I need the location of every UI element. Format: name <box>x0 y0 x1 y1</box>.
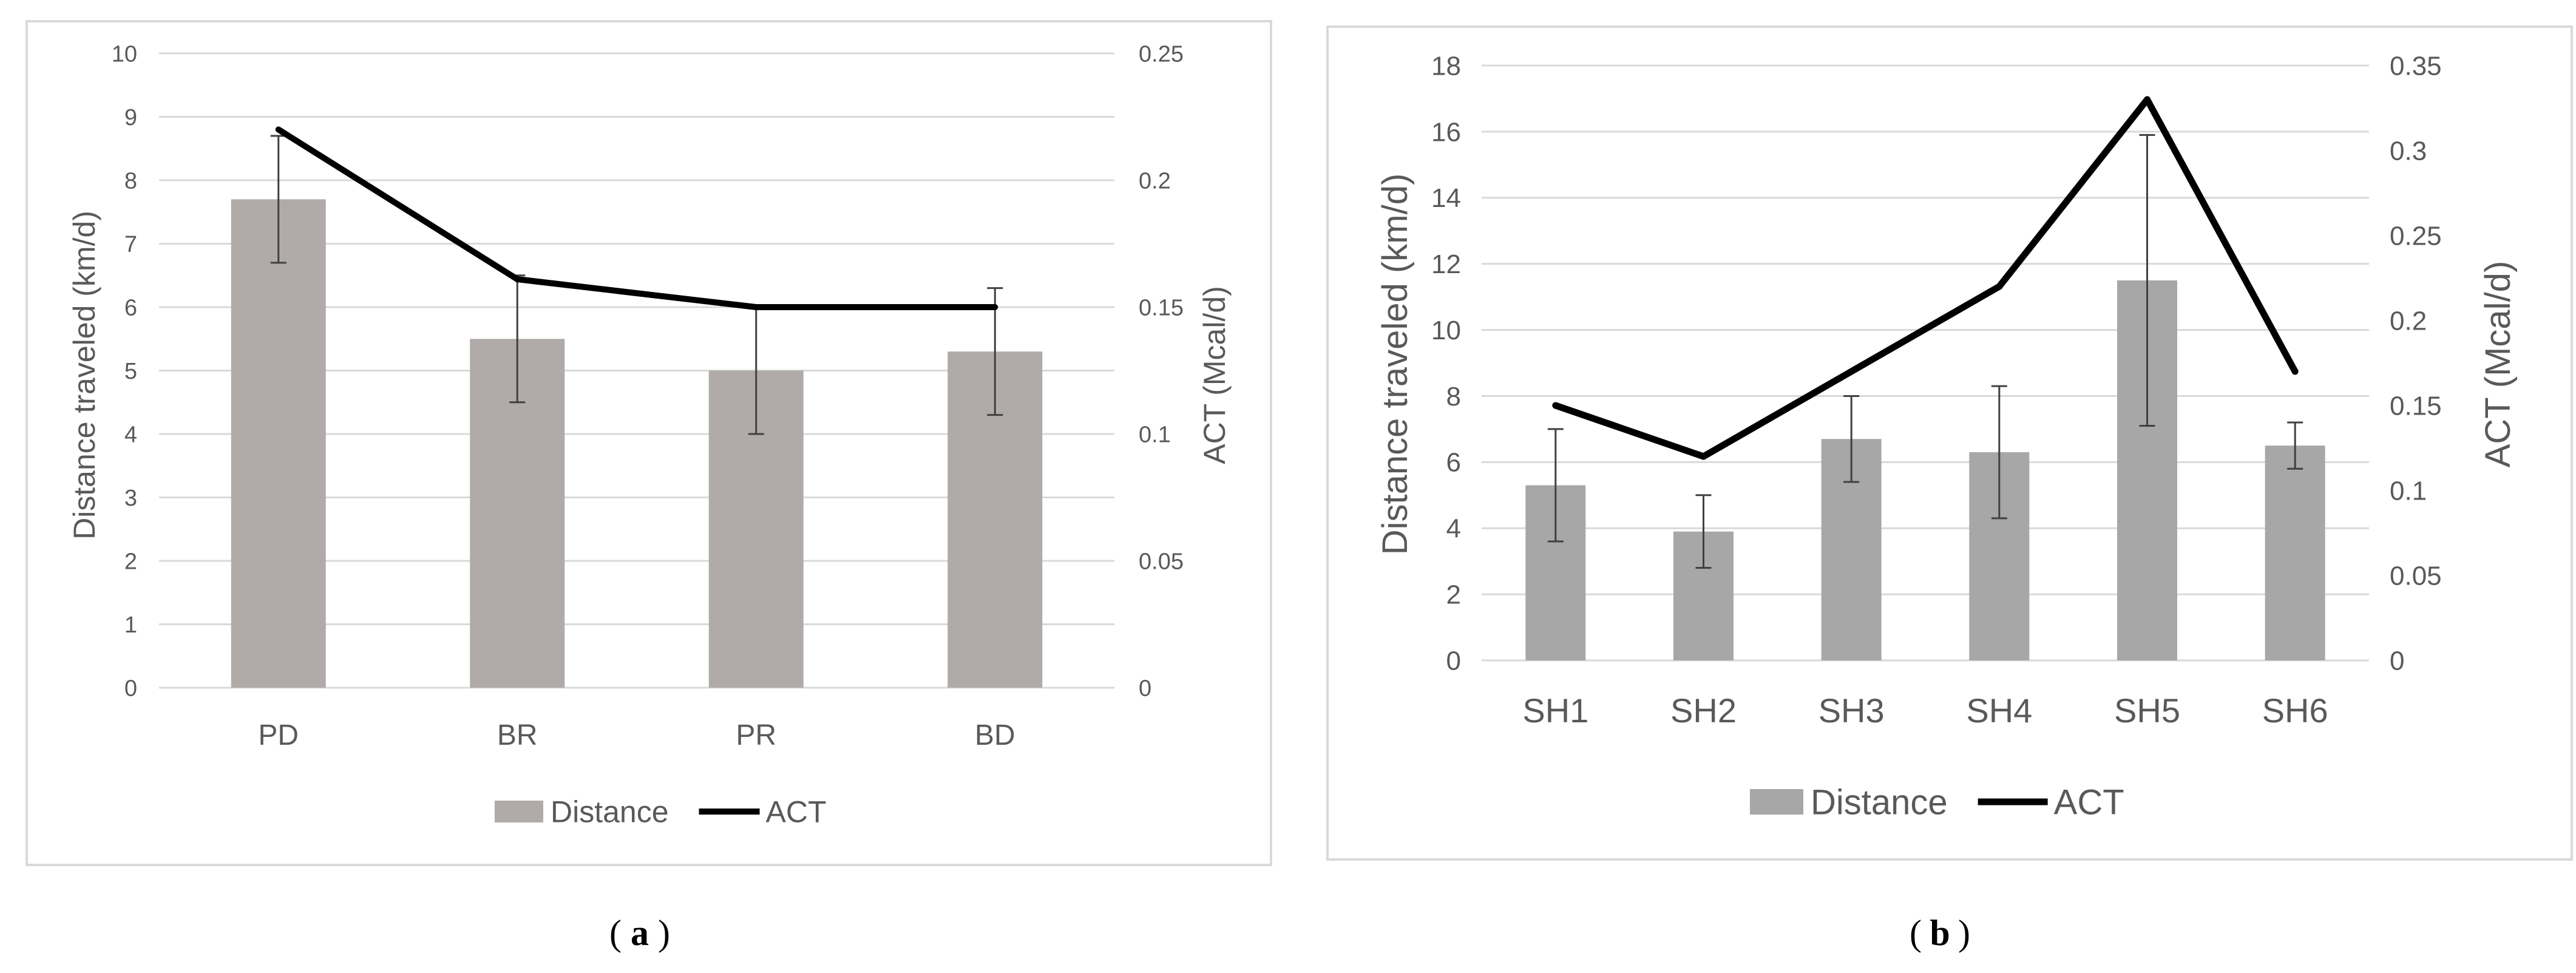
act-point <box>753 304 759 310</box>
x-tick-label: SH1 <box>1522 691 1588 730</box>
y-tick-label: 3 <box>124 486 137 511</box>
legend-label-act: ACT <box>766 795 827 829</box>
act-point <box>1848 368 1855 375</box>
y2-tick-label: 0.05 <box>2390 561 2442 591</box>
y2-tick-label: 0 <box>2390 646 2404 676</box>
svg-text:): ) <box>1958 913 1970 953</box>
y-tick-label: 5 <box>124 359 137 384</box>
y-tick-label: 4 <box>1446 514 1461 544</box>
act-point <box>2291 368 2299 375</box>
y2-axis-label-a: ACT (Mcal/d) <box>1198 286 1232 464</box>
act-point <box>514 276 521 283</box>
x-tick-label: SH4 <box>1966 691 2032 730</box>
caption-label-a: a <box>631 913 649 953</box>
x-tick-label: BR <box>497 719 538 751</box>
legend-a: Distance ACT <box>495 795 827 829</box>
act-line-b <box>1552 96 2299 460</box>
legend-label-distance: Distance <box>1811 782 1948 822</box>
legend-label-distance: Distance <box>551 795 669 829</box>
act-point <box>1996 283 2003 290</box>
x-tick-label: PR <box>736 719 776 751</box>
y-tick-label: 9 <box>124 105 137 131</box>
x-tick-label: SH3 <box>1818 691 1885 730</box>
y-tick-label: 4 <box>124 422 137 447</box>
act-line <box>277 127 995 310</box>
y-tick-labels-b: 0 2 4 6 8 10 12 14 16 18 <box>1431 51 1461 676</box>
act-line <box>1554 96 2298 460</box>
x-tick-labels-a: PD BR PR BD <box>258 719 1015 751</box>
legend-b: Distance ACT <box>1750 782 2124 822</box>
distance-bar <box>2265 446 2325 660</box>
y2-tick-label: 0.2 <box>2390 306 2427 336</box>
y2-tick-label: 0.05 <box>1139 549 1184 574</box>
y-tick-label: 1 <box>124 612 137 638</box>
y-tick-label: 2 <box>124 549 137 574</box>
y2-tick-label: 0.35 <box>2390 51 2442 81</box>
chart-panel-a: 0 1 2 3 4 5 6 7 8 9 10 0 0.05 0.1 0.15 0.2 0.25 PD BR PR B… <box>25 20 1272 866</box>
y-tick-label: 14 <box>1431 183 1461 213</box>
x-tick-label: SH6 <box>2262 691 2328 730</box>
y-tick-label: 0 <box>124 676 137 701</box>
error-bars-b <box>1547 134 2303 569</box>
y2-tick-label: 0.15 <box>2390 391 2442 421</box>
svg-text:(: ( <box>1910 913 1922 953</box>
y-tick-label: 2 <box>1446 580 1461 610</box>
distance-bar <box>231 199 326 688</box>
act-line-a <box>275 126 998 310</box>
x-tick-label: PD <box>258 719 299 751</box>
x-tick-label: SH5 <box>2114 691 2180 730</box>
y-tick-label: 18 <box>1431 51 1461 81</box>
y2-tick-label: 0.3 <box>2390 136 2427 166</box>
act-point <box>1700 453 1707 460</box>
x-tick-label: BD <box>975 719 1015 751</box>
act-point <box>275 126 282 133</box>
act-point <box>992 304 998 310</box>
y-axis-label-a: Distance traveled (km/d) <box>67 211 101 540</box>
y-tick-label: 8 <box>1446 382 1461 412</box>
y2-tick-label: 0.25 <box>1139 41 1184 67</box>
y-tick-label: 6 <box>124 295 137 320</box>
chart-frame-a <box>25 20 1272 866</box>
y-tick-label: 6 <box>1446 448 1461 478</box>
y-tick-label: 16 <box>1431 117 1461 147</box>
caption-label-b: b <box>1930 913 1950 953</box>
svg-text:): ) <box>658 913 670 953</box>
y2-tick-label: 0.1 <box>2390 476 2427 506</box>
y2-tick-label: 0 <box>1139 676 1151 701</box>
y-tick-label: 10 <box>1431 316 1461 345</box>
y2-tick-labels-a: 0 0.05 0.1 0.15 0.2 0.25 <box>1139 41 1184 701</box>
legend-label-act: ACT <box>2054 782 2124 822</box>
y-axis-label-b: Distance traveled (km/d) <box>1375 174 1415 555</box>
y-tick-label: 12 <box>1431 249 1461 279</box>
chart-frame-b <box>1326 25 2573 861</box>
bars-b <box>1525 280 2325 660</box>
y2-tick-labels-b: 0 0.05 0.1 0.15 0.2 0.25 0.3 0.35 <box>2390 51 2442 676</box>
y2-axis-label-b: ACT (Mcal/d) <box>2478 261 2518 468</box>
x-tick-labels-b: SH1 SH2 SH3 SH4 SH5 SH6 <box>1522 691 2328 730</box>
svg-text:(: ( <box>609 913 622 953</box>
y2-tick-label: 0.25 <box>2390 221 2442 251</box>
y-tick-label: 7 <box>124 232 137 257</box>
legend-swatch-distance <box>1750 789 1803 815</box>
legend-swatch-distance <box>495 801 543 822</box>
y2-tick-label: 0.1 <box>1139 422 1171 447</box>
caption-b: ( b ) <box>1910 913 1970 953</box>
y-tick-label: 10 <box>112 41 137 67</box>
y-tick-label: 8 <box>124 168 137 194</box>
act-point <box>1552 402 1559 409</box>
x-tick-label: SH2 <box>1670 691 1737 730</box>
y2-tick-label: 0.15 <box>1139 295 1184 320</box>
y-tick-labels-a: 0 1 2 3 4 5 6 7 8 9 10 <box>112 41 137 701</box>
act-point <box>2144 96 2151 103</box>
y2-tick-label: 0.2 <box>1139 168 1171 194</box>
error-bars-a <box>270 135 1003 435</box>
caption-a: ( a ) <box>609 913 670 953</box>
y-tick-label: 0 <box>1446 646 1461 676</box>
chart-panel-b: 0 2 4 6 8 10 12 14 16 18 0 0.05 0.1 0.15 0.2 0.25 0.3 0.… <box>1326 25 2573 861</box>
